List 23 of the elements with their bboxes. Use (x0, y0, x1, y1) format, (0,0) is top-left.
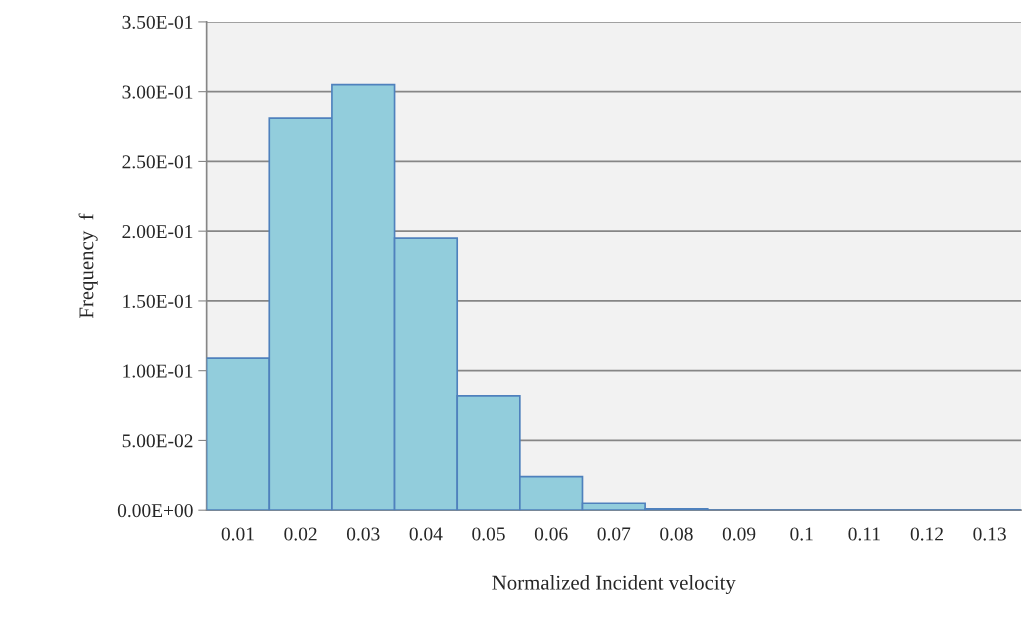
x-tick-label: 0.01 (221, 527, 254, 541)
x-tick-label: 0.02 (284, 527, 317, 541)
y-tick-label: 1.50E-01 (123, 294, 193, 308)
x-tick-label: 0.09 (722, 527, 756, 541)
y-tick-label: 2.50E-01 (122, 155, 193, 169)
y-tick-label: 2.00E-01 (122, 224, 193, 239)
x-tick-label: 0.13 (973, 527, 1006, 541)
y-tick-label: 1.00E-01 (123, 364, 193, 378)
x-tick-label: 0.05 (472, 527, 505, 541)
y-axis-title: Frequency f (78, 213, 98, 319)
x-tick-label: 0.06 (534, 527, 568, 541)
y-tick-label: 3.00E-01 (122, 85, 193, 99)
x-tick-label: 0.07 (597, 527, 631, 541)
y-tick-label: 3.50E-01 (122, 15, 193, 29)
x-tick-label: 0.1 (790, 527, 813, 541)
x-tick-label: 0.04 (409, 527, 443, 541)
y-tick-label: 5.00E-02 (122, 434, 193, 448)
x-tick-label: 0.03 (346, 527, 380, 541)
x-tick-label: 0.12 (910, 527, 943, 541)
x-tick-label: 0.08 (660, 527, 693, 541)
y-tick-label: 0.00E+00 (117, 504, 193, 518)
x-axis-title: Normalized Incident velocity (492, 575, 736, 594)
x-tick-label: 0.11 (848, 527, 880, 541)
